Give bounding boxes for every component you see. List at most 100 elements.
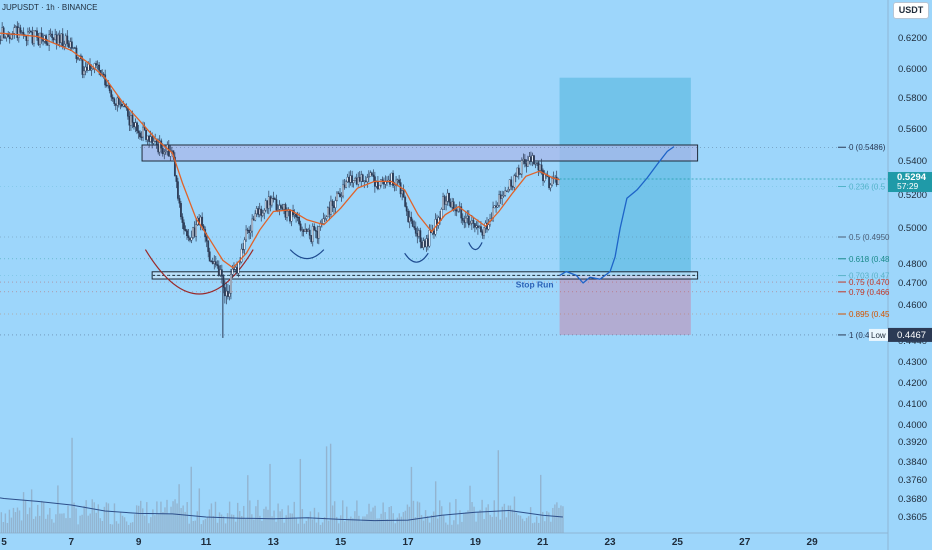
volume-bar — [186, 502, 188, 533]
candle-body — [499, 194, 502, 199]
volume-bar — [297, 523, 300, 533]
candle-body — [119, 103, 122, 106]
volume-bar — [281, 509, 283, 533]
volume-bar — [263, 508, 265, 533]
candle-body — [72, 47, 75, 49]
volume-bar — [41, 500, 43, 533]
volume-bar — [271, 516, 273, 533]
volume-bar — [323, 517, 326, 533]
candle-body — [92, 68, 94, 70]
candle-body — [95, 63, 97, 66]
y-tick-label: 0.3605 — [898, 512, 927, 523]
volume-bar — [255, 506, 257, 533]
candle-body — [404, 197, 407, 207]
volume-bar — [378, 518, 380, 533]
candle-body — [530, 156, 532, 162]
candle-body — [413, 226, 416, 229]
candle-body — [219, 269, 222, 276]
y-tick-label: 0.3840 — [898, 457, 927, 468]
volume-bar — [69, 517, 71, 533]
candle-body — [146, 135, 149, 140]
candle-body — [30, 30, 32, 33]
candle-body — [187, 235, 190, 238]
candle-body — [478, 226, 481, 228]
volume-bar — [465, 512, 467, 533]
candle-body — [34, 30, 37, 32]
candle-body — [464, 217, 467, 223]
volume-bar — [309, 511, 312, 533]
candle-body — [454, 209, 457, 211]
volume-bar — [170, 506, 172, 533]
candle-body — [243, 239, 246, 250]
candle-body — [525, 163, 528, 167]
candle-body — [234, 267, 237, 270]
volume-bar — [364, 516, 366, 533]
candle-body — [536, 162, 538, 164]
volume-bar — [10, 517, 13, 533]
volume-bar — [319, 524, 322, 533]
volume-bar — [406, 504, 409, 533]
volume-bar — [560, 505, 562, 533]
candle-body — [330, 200, 332, 215]
candle-body — [408, 216, 411, 222]
candle-body — [414, 227, 417, 234]
volume-bar — [210, 503, 213, 533]
volume-bar — [558, 507, 560, 533]
volume-bar — [335, 516, 338, 533]
volume-bar — [249, 500, 251, 533]
candle-body — [378, 184, 381, 190]
candle-body — [81, 58, 84, 75]
candle-body — [222, 276, 225, 288]
candle-body — [33, 30, 35, 44]
candle-body — [251, 218, 254, 232]
volume-bar — [350, 516, 352, 533]
candle-body — [531, 155, 534, 162]
volume-bar — [65, 518, 67, 533]
volume-bar — [14, 512, 17, 533]
candle-body — [516, 167, 519, 177]
volume-bar — [430, 515, 433, 533]
y-tick-label: 0.4600 — [898, 300, 927, 311]
candle-body — [128, 116, 131, 126]
candle-body — [513, 175, 516, 188]
candle-body — [120, 103, 123, 107]
volume-bar — [51, 519, 53, 533]
fib-label-0.618: 0.618 (0.48 — [849, 255, 890, 264]
symbol-title: JUPUSDT · 1h · BINANCE — [2, 3, 98, 12]
candle-body — [190, 237, 193, 241]
y-tick-label: 0.5800 — [898, 93, 927, 104]
volume-bar — [370, 511, 372, 533]
currency-badge[interactable]: USDT — [893, 2, 929, 19]
volume-bar — [313, 507, 316, 533]
volume-bar — [420, 515, 423, 533]
volume-bar — [123, 517, 126, 533]
candle-body — [264, 200, 267, 211]
candle-body — [505, 190, 508, 192]
volume-bar — [57, 485, 59, 533]
volume-bar — [538, 522, 540, 533]
candle-body — [148, 135, 151, 142]
volume-bar — [457, 524, 459, 533]
candle-body — [178, 198, 181, 204]
candle-body — [105, 84, 108, 87]
candle-body — [310, 235, 313, 242]
volume-bar — [12, 507, 15, 533]
candle-body — [402, 190, 405, 198]
volume-bar — [279, 511, 281, 533]
candle-body — [442, 196, 444, 210]
candle-body — [233, 268, 235, 271]
candle-body — [348, 176, 351, 183]
candle-body — [323, 218, 326, 220]
volume-average-line — [0, 497, 563, 522]
volume-bar — [188, 523, 190, 533]
candle-body — [227, 290, 229, 297]
y-tick-label: 0.5000 — [898, 223, 927, 234]
volume-bar — [156, 501, 158, 533]
candle-body — [14, 26, 17, 28]
volume-bar — [6, 522, 9, 533]
volume-bar — [384, 512, 386, 533]
volume-bar — [410, 466, 413, 533]
volume-bar — [321, 522, 324, 533]
